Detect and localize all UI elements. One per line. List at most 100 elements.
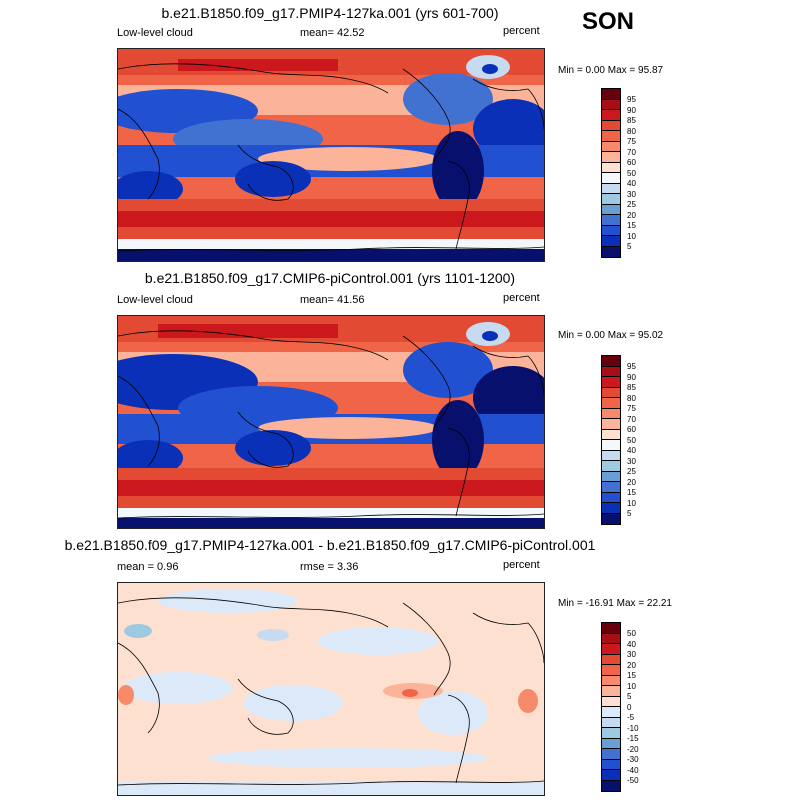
colorbar-tick-label: 70 bbox=[627, 414, 636, 424]
colorbar-tick-label: 85 bbox=[627, 116, 636, 125]
colorbar-tick-label: 90 bbox=[627, 372, 636, 382]
panel-1-variable-label: Low-level cloud bbox=[117, 27, 193, 39]
panel-1-units-label: percent bbox=[503, 25, 540, 37]
colorbar-cell bbox=[602, 717, 620, 728]
colorbar-cell bbox=[602, 162, 620, 173]
colorbar-cell bbox=[602, 246, 620, 257]
colorbar-cell bbox=[602, 728, 620, 739]
panel-1-colorbar bbox=[601, 88, 621, 258]
colorbar-cell bbox=[602, 377, 620, 388]
colorbar-cell bbox=[602, 770, 620, 781]
colorbar-cell bbox=[602, 429, 620, 440]
positive-anomaly-area bbox=[518, 689, 538, 713]
colorbar-cell bbox=[602, 696, 620, 707]
north-pacific-high-cloud bbox=[158, 324, 338, 338]
colorbar-cell bbox=[602, 131, 620, 142]
colorbar-tick-label: 40 bbox=[627, 446, 636, 455]
positive-anomaly-max bbox=[402, 689, 418, 697]
colorbar-cell bbox=[602, 654, 620, 665]
colorbar-cell bbox=[602, 387, 620, 398]
colorbar-cell bbox=[602, 141, 620, 152]
south-africa-low-cloud bbox=[118, 171, 183, 207]
colorbar-cell bbox=[602, 89, 620, 100]
colorbar-cell bbox=[602, 623, 620, 634]
colorbar-cell bbox=[602, 152, 620, 163]
colorbar-tick-label: 95 bbox=[627, 95, 636, 104]
colorbar-cell bbox=[602, 633, 620, 644]
colorbar-tick-label: 5 bbox=[627, 509, 632, 518]
colorbar-cell bbox=[602, 780, 620, 791]
colorbar-tick-label: 60 bbox=[627, 158, 636, 167]
colorbar-tick-label: 90 bbox=[627, 105, 636, 115]
colorbar-tick-label: -15 bbox=[627, 734, 639, 743]
panel-3-coastlines bbox=[118, 597, 544, 786]
colorbar-tick-label: -20 bbox=[627, 744, 639, 754]
colorbar-tick-label: 40 bbox=[627, 179, 636, 188]
colorbar-cell bbox=[602, 461, 620, 472]
colorbar-cell bbox=[602, 110, 620, 121]
colorbar-cell bbox=[602, 440, 620, 451]
colorbar-tick-label: 50 bbox=[627, 435, 636, 445]
panel-1-title: b.e21.B1850.f09_g17.PMIP4-127ka.001 (yrs… bbox=[161, 5, 499, 21]
colorbar-cell bbox=[602, 492, 620, 503]
colorbar-tick-label: 85 bbox=[627, 383, 636, 392]
colorbar-tick-label: 95 bbox=[627, 362, 636, 371]
colorbar-cell bbox=[602, 759, 620, 770]
negative-anomaly-area bbox=[418, 691, 488, 735]
east-pacific-stratocumulus bbox=[258, 417, 438, 439]
panel-3-rmse-label: rmse = 3.36 bbox=[300, 561, 359, 573]
colorbar-tick-label: 30 bbox=[627, 650, 636, 659]
north-america-low-cloud bbox=[403, 342, 493, 398]
colorbar-tick-label: -30 bbox=[627, 755, 639, 764]
colorbar-tick-label: -50 bbox=[627, 776, 639, 785]
panel-1-coastlines bbox=[118, 63, 544, 252]
panel-2-map bbox=[117, 315, 545, 529]
colorbar-tick-label: 15 bbox=[627, 671, 636, 680]
panel-3-map bbox=[117, 582, 545, 796]
colorbar-cell bbox=[602, 450, 620, 461]
colorbar-tick-label: 20 bbox=[627, 660, 636, 670]
colorbar-tick-label: 20 bbox=[627, 477, 636, 487]
colorbar-tick-label: 80 bbox=[627, 126, 636, 136]
colorbar-tick-label: 70 bbox=[627, 147, 636, 157]
panel-1-mean-label: mean= 42.52 bbox=[300, 27, 365, 39]
colorbar-tick-label: 75 bbox=[627, 404, 636, 413]
colorbar-cell bbox=[602, 99, 620, 110]
antarctic-field bbox=[118, 781, 544, 795]
colorbar-cell bbox=[602, 236, 620, 247]
colorbar-cell bbox=[602, 408, 620, 419]
colorbar-tick-label: 40 bbox=[627, 639, 636, 649]
colorbar-tick-label: 15 bbox=[627, 488, 636, 497]
australia-low-cloud bbox=[235, 430, 311, 466]
colorbar-tick-label: 50 bbox=[627, 168, 636, 178]
colorbar-cell bbox=[602, 398, 620, 409]
colorbar-cell bbox=[602, 366, 620, 377]
colorbar-tick-label: 50 bbox=[627, 629, 636, 638]
panel-2-map-svg bbox=[118, 316, 544, 528]
colorbar-cell bbox=[602, 644, 620, 655]
negative-anomaly-area bbox=[318, 627, 438, 655]
colorbar-cell bbox=[602, 675, 620, 686]
colorbar-tick-label: 0 bbox=[627, 702, 632, 712]
colorbar-cell bbox=[602, 686, 620, 697]
season-label: SON bbox=[582, 8, 635, 35]
colorbar-cell bbox=[602, 356, 620, 367]
colorbar-cell bbox=[602, 665, 620, 676]
australia-low-cloud bbox=[235, 161, 311, 197]
panel-3-minmax: Min = -16.91 Max = 22.21 bbox=[558, 598, 672, 609]
negative-anomaly-area bbox=[243, 685, 343, 721]
colorbar-cell bbox=[602, 707, 620, 718]
colorbar-tick-label: 5 bbox=[627, 692, 632, 701]
colorbar-tick-label: 10 bbox=[627, 498, 636, 508]
colorbar-tick-label: -5 bbox=[627, 713, 635, 722]
colorbar-tick-label: 30 bbox=[627, 456, 636, 466]
colorbar-tick-label: 80 bbox=[627, 393, 636, 403]
greenland-minimum bbox=[482, 64, 498, 74]
colorbar-tick-label: 25 bbox=[627, 467, 636, 476]
negative-anomaly-area bbox=[124, 624, 152, 638]
negative-anomaly-area bbox=[208, 748, 488, 768]
panel-1-map bbox=[117, 48, 545, 262]
east-pacific-stratocumulus bbox=[258, 147, 438, 171]
colorbar-cell bbox=[602, 419, 620, 430]
colorbar-tick-label: 75 bbox=[627, 137, 636, 146]
